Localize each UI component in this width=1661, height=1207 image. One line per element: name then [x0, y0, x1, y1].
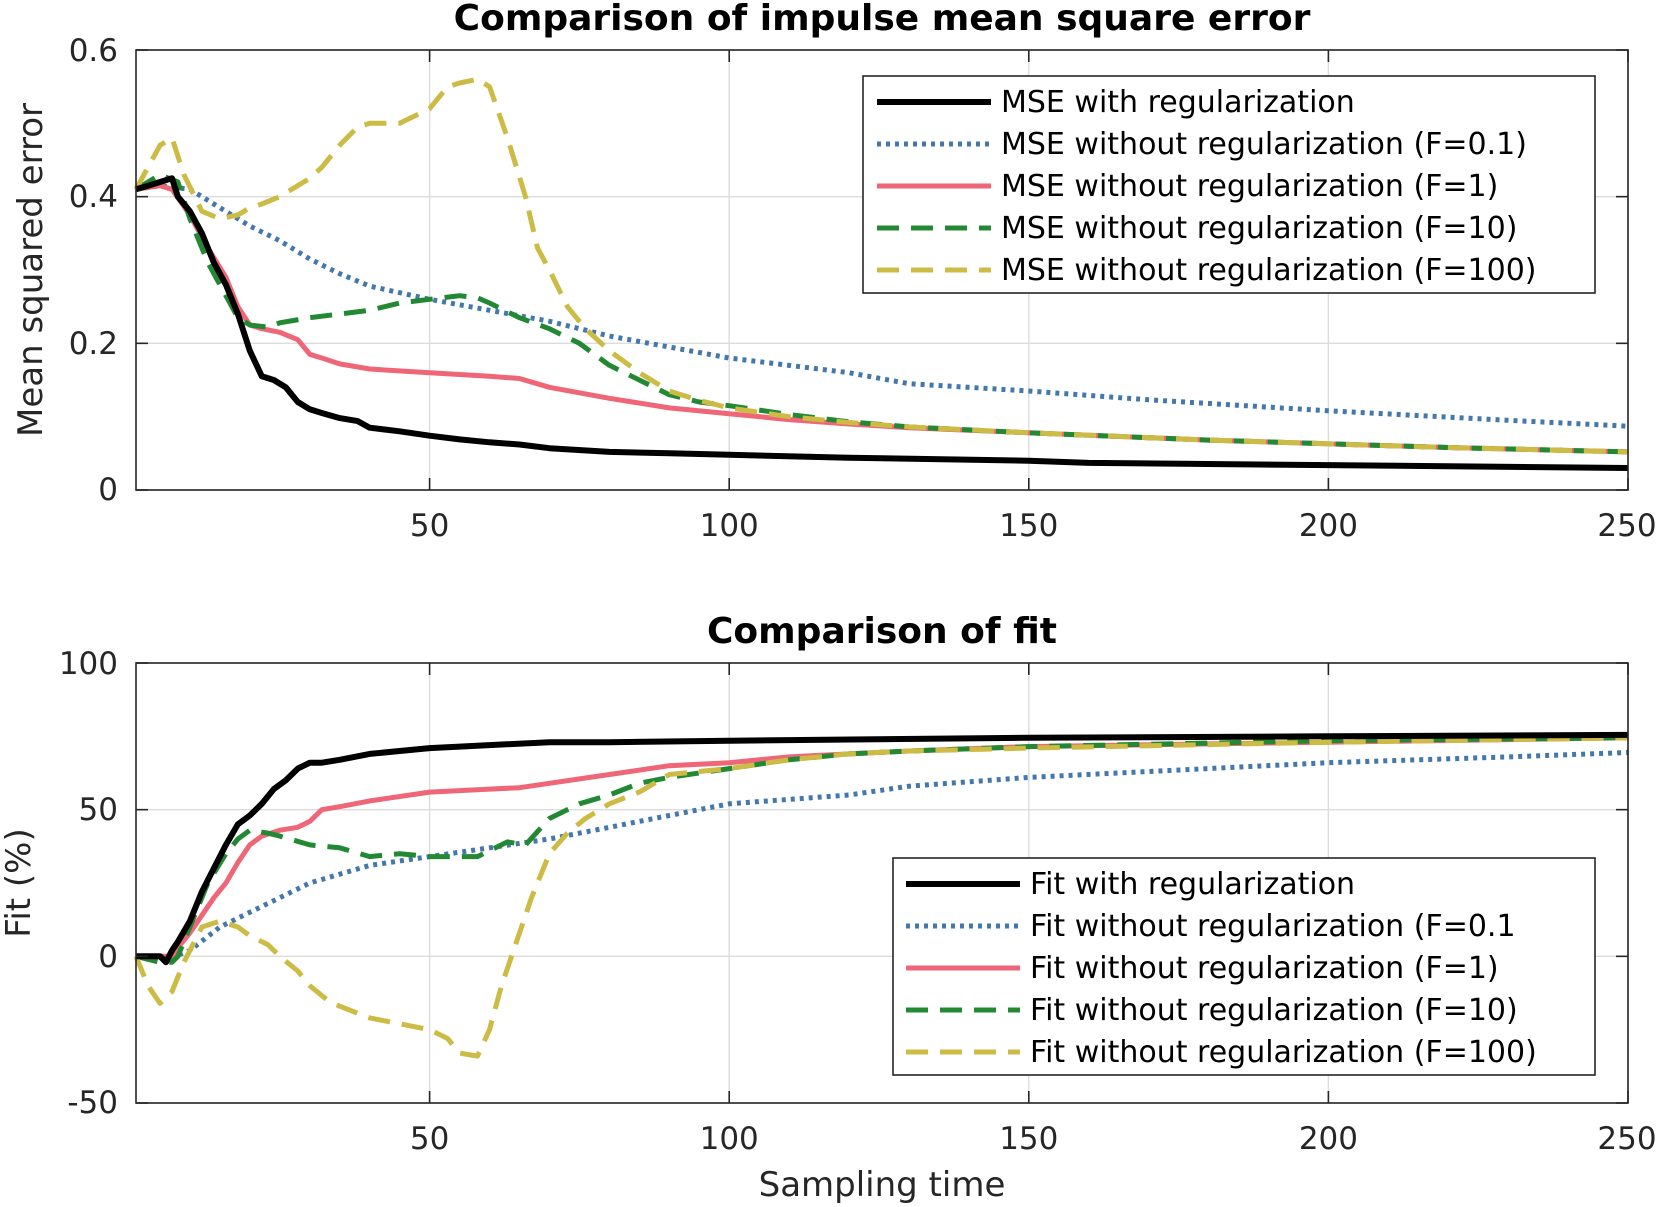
fit-x-axis-label: Sampling time	[759, 1165, 1006, 1205]
legend-entry: MSE with regularization	[1001, 85, 1355, 120]
fit-xtick-label: 100	[700, 1121, 759, 1157]
series-line-f10	[134, 172, 1629, 455]
legend-entry: MSE without regularization (F=10)	[1001, 211, 1517, 246]
fit-ytick-label: 50	[79, 792, 118, 828]
mse-chart-title: Comparison of impulse mean square error	[454, 0, 1311, 39]
fit-ytick-label: 0	[98, 939, 118, 975]
legend-entry: Fit without regularization (F=0.1	[1030, 909, 1516, 944]
mse-ytick-label: 0.4	[69, 179, 118, 215]
legend-entry: Fit with regularization	[1030, 867, 1355, 902]
mse-xtick-label: 100	[700, 508, 759, 544]
series-line-f10	[135, 735, 1629, 965]
legend-entry: Fit without regularization (F=1)	[1030, 951, 1499, 986]
series-line-f100	[133, 735, 1629, 1059]
mse-chart: Comparison of impulse mean square error …	[11, 0, 1657, 544]
mse-xtick-label: 150	[999, 508, 1058, 544]
fit-axes-box	[135, 662, 1629, 1104]
legend-entry: MSE without regularization (F=0.1)	[1001, 127, 1527, 162]
series-line-reg	[136, 731, 1629, 966]
mse-ytick-label: 0.6	[69, 33, 118, 69]
mse-ticks	[136, 49, 1629, 491]
series-line-f100	[133, 76, 1629, 455]
fit-y-axis-label: Fit (%)	[0, 828, 39, 938]
fit-xtick-label: 150	[999, 1121, 1058, 1157]
mse-ytick-label: 0	[98, 472, 118, 508]
fit-ytick-label: -50	[67, 1085, 118, 1121]
mse-y-axis-label: Mean squared error	[11, 103, 51, 437]
mse-legend: MSE with regularization MSE without regu…	[862, 75, 1596, 294]
legend-entry: Fit without regularization (F=100)	[1030, 1035, 1537, 1070]
fit-series-lines	[133, 731, 1629, 1059]
mse-xtick-label: 250	[1597, 508, 1656, 544]
mse-series-lines	[133, 76, 1629, 471]
fit-chart: Comparison of fit Fit (%) Sampling time …	[0, 611, 1657, 1205]
fit-xtick-label: 50	[410, 1121, 449, 1157]
fit-legend: Fit with regularization Fit without regu…	[892, 857, 1596, 1076]
mse-xtick-label: 200	[1299, 508, 1358, 544]
mse-axes-box	[135, 49, 1629, 491]
fit-ytick-label: 100	[59, 646, 118, 682]
mse-xtick-label: 50	[410, 508, 449, 544]
legend-entry: MSE without regularization (F=1)	[1001, 169, 1498, 204]
series-line-f01	[135, 750, 1629, 965]
legend-entry: Fit without regularization (F=10)	[1030, 993, 1518, 1028]
fit-xtick-label: 200	[1299, 1121, 1358, 1157]
series-line-reg	[135, 175, 1629, 471]
fit-chart-title: Comparison of fit	[707, 611, 1057, 652]
fit-xtick-label: 250	[1597, 1121, 1656, 1157]
legend-entry: MSE without regularization (F=100)	[1001, 253, 1537, 288]
mse-ytick-label: 0.2	[69, 326, 118, 362]
fit-ticks	[136, 662, 1629, 1104]
